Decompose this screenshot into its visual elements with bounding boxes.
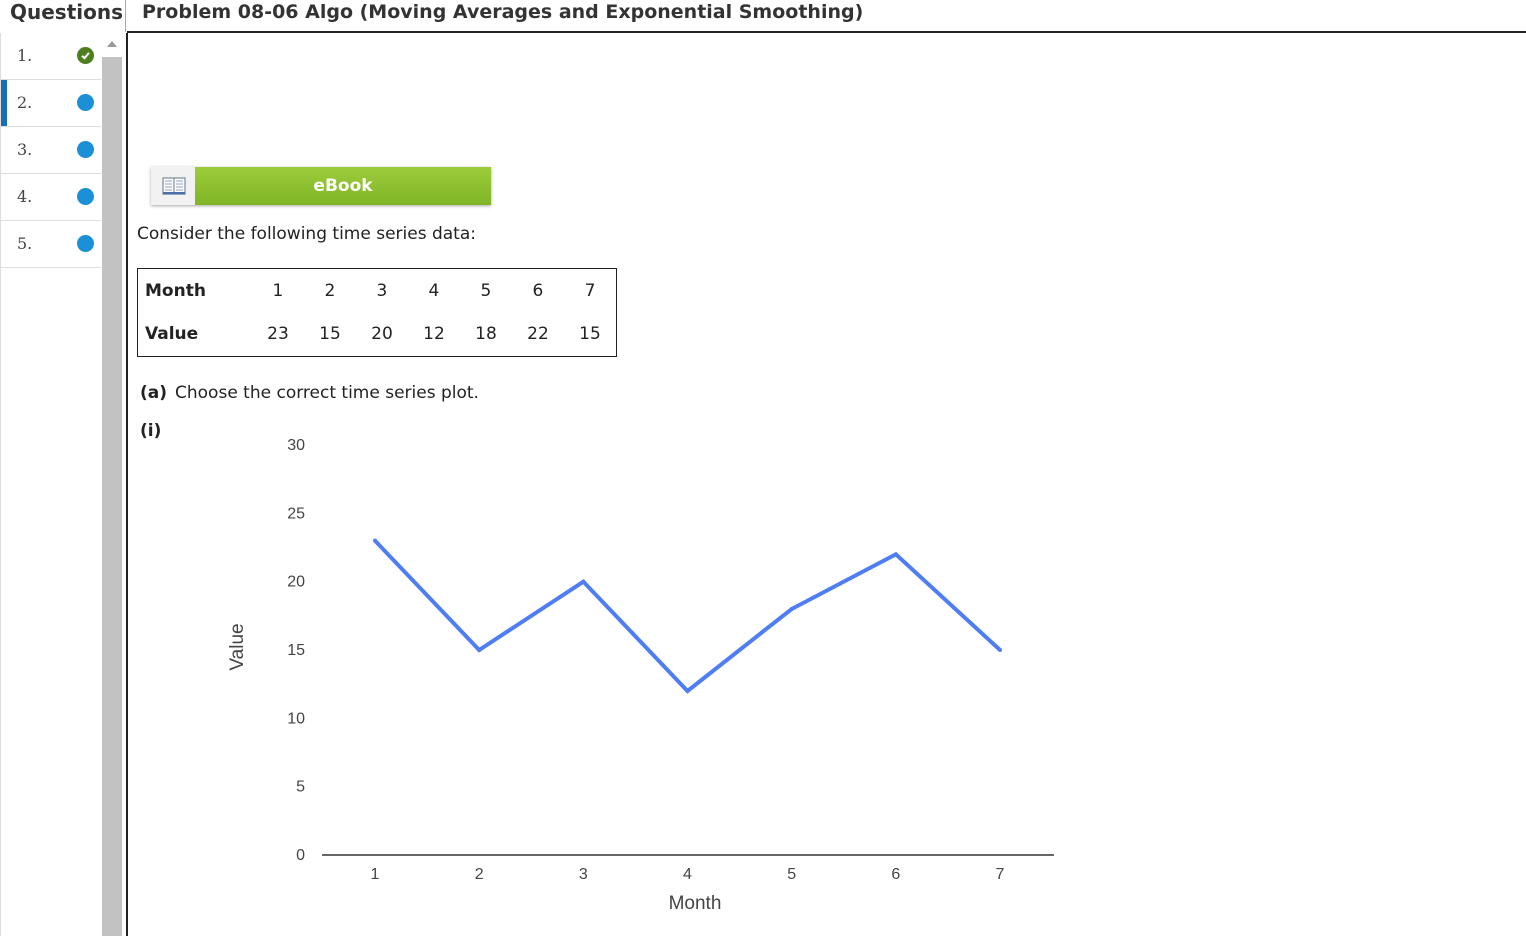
y-tick-label: 15 xyxy=(287,642,305,659)
data-point xyxy=(477,648,482,652)
scrollbar-thumb[interactable] xyxy=(102,57,122,936)
table-cell: 20 xyxy=(371,324,393,345)
status-dot-icon xyxy=(77,235,94,252)
table-cell: 7 xyxy=(584,280,596,301)
table-cell: 5 xyxy=(480,280,492,301)
table-row: Month 1 2 3 4 5 6 7 xyxy=(138,269,617,313)
x-tick-label: 2 xyxy=(475,866,484,883)
y-tick-label: 5 xyxy=(296,779,305,796)
option-i-label: (i) xyxy=(140,421,162,441)
y-tick-label: 10 xyxy=(287,710,305,727)
data-point xyxy=(685,689,690,693)
data-point xyxy=(789,607,794,611)
table-cell: 18 xyxy=(475,324,497,345)
header-divider xyxy=(127,31,1526,33)
table-cell: 6 xyxy=(532,280,544,301)
table-cell: 2 xyxy=(324,280,336,301)
table-row: Value 23 15 20 12 18 22 15 xyxy=(138,313,617,357)
top-header: Questions Problem 08-06 Algo (Moving Ave… xyxy=(0,0,1526,33)
table-row-header: Value xyxy=(145,324,199,345)
part-a-prompt: (a) Choose the correct time series plot. xyxy=(140,383,479,403)
y-tick-label: 20 xyxy=(287,574,305,591)
y-tick-label: 30 xyxy=(287,437,305,454)
data-point xyxy=(581,579,586,584)
question-number: 4. xyxy=(17,187,33,206)
ebook-icon-box xyxy=(151,167,195,205)
x-axis-label: Month xyxy=(669,893,722,914)
series-line xyxy=(373,539,1002,694)
y-tick-label: 25 xyxy=(287,505,305,522)
y-tick-label: 0 xyxy=(296,847,305,864)
check-complete-icon xyxy=(77,47,94,64)
table-cell: 1 xyxy=(272,280,284,301)
status-dot-icon xyxy=(77,94,94,111)
x-tick-label: 7 xyxy=(996,866,1005,883)
problem-title: Problem 08-06 Algo (Moving Averages and … xyxy=(142,1,864,23)
table-cell: 15 xyxy=(319,324,341,345)
x-tick-label: 4 xyxy=(683,866,692,883)
question-item-1[interactable]: 1. xyxy=(1,33,101,80)
x-tick-label: 6 xyxy=(891,866,900,883)
table-cell: 23 xyxy=(267,324,289,345)
question-item-4[interactable]: 4. xyxy=(1,174,101,221)
table-cell: 3 xyxy=(376,280,388,301)
table-cell: 4 xyxy=(428,280,440,301)
content-left-border xyxy=(126,33,128,936)
part-a-text: Choose the correct time series plot. xyxy=(175,383,479,403)
question-item-3[interactable]: 3. xyxy=(1,127,101,174)
data-points xyxy=(373,538,1002,693)
question-number: 1. xyxy=(17,46,33,65)
sidebar-scrollbar[interactable] xyxy=(101,33,123,936)
table-cell: 12 xyxy=(423,324,445,345)
question-number: 5. xyxy=(17,234,33,253)
book-icon xyxy=(162,177,186,195)
data-point xyxy=(998,648,1002,652)
table-cell: 22 xyxy=(527,324,549,345)
question-number: 2. xyxy=(17,93,33,112)
x-axis-ticks: 1 2 3 4 5 6 7 xyxy=(371,866,1005,883)
question-list: 1. 2. 3. 4. 5. xyxy=(1,33,101,268)
status-dot-icon xyxy=(77,141,94,158)
x-tick-label: 3 xyxy=(579,866,588,883)
scroll-up-arrow-icon[interactable] xyxy=(101,33,123,55)
part-a-label: (a) xyxy=(140,383,168,403)
questions-heading: Questions xyxy=(0,0,126,32)
data-point xyxy=(373,538,377,543)
table-cell: 15 xyxy=(579,324,601,345)
x-tick-label: 5 xyxy=(787,866,796,883)
x-tick-label: 1 xyxy=(371,866,380,883)
y-axis-ticks: 0 5 10 15 20 25 30 xyxy=(287,437,305,864)
data-point xyxy=(893,552,898,557)
question-sidebar: 1. 2. 3. 4. 5. xyxy=(0,33,126,936)
question-item-2[interactable]: 2. xyxy=(1,80,101,127)
table-row-header: Month xyxy=(145,280,206,301)
y-axis-label: Value xyxy=(227,623,248,670)
question-number: 3. xyxy=(17,140,33,159)
question-item-5[interactable]: 5. xyxy=(1,221,101,268)
ebook-button[interactable]: eBook xyxy=(151,167,491,205)
question-intro: Consider the following time series data: xyxy=(137,224,476,244)
time-series-chart: 0 5 10 15 20 25 30 1 2 3 4 5 6 7 Value Month xyxy=(227,437,1054,914)
time-series-table: Month 1 2 3 4 5 6 7 Value 23 15 20 12 18… xyxy=(137,268,617,357)
ebook-label: eBook xyxy=(195,167,491,205)
status-dot-icon xyxy=(77,188,94,205)
